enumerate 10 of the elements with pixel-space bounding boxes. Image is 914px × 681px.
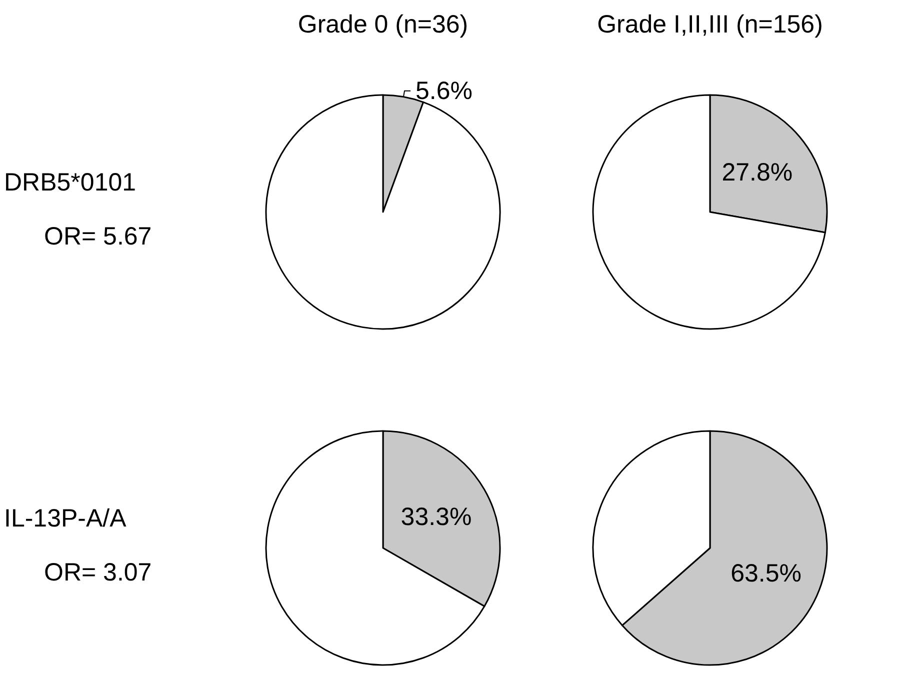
data-label: 27.8% bbox=[722, 158, 793, 186]
text: OR= 3.07 bbox=[44, 558, 152, 586]
text: DRB5*0101 bbox=[4, 168, 136, 196]
chart-title: Grade 0 (n=36) bbox=[298, 10, 468, 38]
chart-title: Grade I,II,III (n=156) bbox=[597, 10, 823, 38]
data-label: 33.3% bbox=[400, 503, 472, 532]
data-label: 5.6% bbox=[416, 76, 473, 105]
text: IL-13P-A/A bbox=[4, 504, 127, 532]
data-label: 63.5% bbox=[730, 559, 802, 588]
text: OR= 5.67 bbox=[44, 222, 152, 250]
